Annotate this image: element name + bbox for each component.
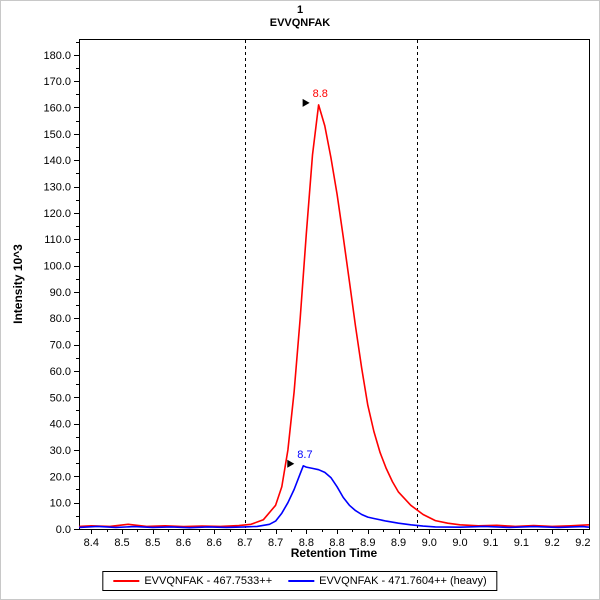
y-tick-label: 100.0 xyxy=(43,261,71,273)
x-tick-label: 8.8 xyxy=(329,537,344,549)
series-line-heavy xyxy=(78,464,590,529)
x-tick-label: 9.0 xyxy=(422,537,437,549)
y-tick-label: 0.0 xyxy=(56,524,71,536)
y-tick-label: 170.0 xyxy=(43,76,71,88)
x-tick-label: 8.7 xyxy=(268,537,283,549)
legend-line-swatch-heavy xyxy=(288,580,315,582)
x-tick-label: 9.1 xyxy=(514,537,529,549)
x-tick-label: 9.1 xyxy=(483,537,498,549)
peak-arrow-icon xyxy=(287,459,295,468)
x-tick-label: 8.6 xyxy=(176,537,191,549)
legend-box: EVVQNFAK - 467.7533++ EVVQNFAK - 471.760… xyxy=(102,571,498,591)
y-tick-label: 70.0 xyxy=(50,340,71,352)
y-tick-label: 40.0 xyxy=(50,419,71,431)
x-tick-label: 9.2 xyxy=(575,537,590,549)
y-tick-label: 10.0 xyxy=(50,498,71,510)
x-tick-label: 8.5 xyxy=(114,537,129,549)
y-tick-label: 90.0 xyxy=(50,287,71,299)
y-tick-label: 180.0 xyxy=(43,50,71,62)
y-tick-label: 120.0 xyxy=(43,208,71,220)
y-tick-label: 130.0 xyxy=(43,182,71,194)
y-tick-label: 30.0 xyxy=(50,445,71,457)
y-tick-label: 110.0 xyxy=(44,234,71,246)
x-tick-label: 8.9 xyxy=(391,537,406,549)
legend-label-light: EVVQNFAK - 467.7533++ xyxy=(144,575,273,587)
legend-label-heavy: EVVQNFAK - 471.7604++ (heavy) xyxy=(319,575,487,587)
peptide-title: EVVQNFAK xyxy=(269,17,331,29)
x-tick-label: 9.0 xyxy=(452,537,467,549)
x-tick-label: 8.7 xyxy=(237,537,252,549)
y-tick-label: 140.0 xyxy=(43,155,71,167)
legend-item-light: EVVQNFAK - 467.7533++ xyxy=(113,575,272,587)
x-axis-title: Retention Time xyxy=(290,546,378,560)
y-tick-label: 20.0 xyxy=(50,471,71,483)
legend-item-heavy: EVVQNFAK - 471.7604++ (heavy) xyxy=(288,575,487,587)
y-tick-label: 50.0 xyxy=(50,392,71,404)
y-tick-label: 160.0 xyxy=(43,102,71,114)
peak-arrow-icon xyxy=(302,98,310,107)
replicate-index-title: 1 xyxy=(296,4,304,16)
x-tick-label: 8.9 xyxy=(360,537,375,549)
peak-retention-time-label: 8.8 xyxy=(313,88,328,100)
peak-retention-time-label: 8.7 xyxy=(297,449,312,461)
y-tick-label: 60.0 xyxy=(50,366,71,378)
x-tick-label: 9.2 xyxy=(544,537,559,549)
y-tick-label: 80.0 xyxy=(50,313,71,325)
x-tick-label: 8.5 xyxy=(145,537,160,549)
x-tick-label: 8.6 xyxy=(207,537,222,549)
x-tick-label: 8.4 xyxy=(84,537,99,549)
legend-line-swatch-light xyxy=(113,580,140,582)
plot-border xyxy=(79,39,590,530)
y-tick-label: 150.0 xyxy=(43,129,71,141)
x-tick-label: 8.8 xyxy=(299,537,314,549)
